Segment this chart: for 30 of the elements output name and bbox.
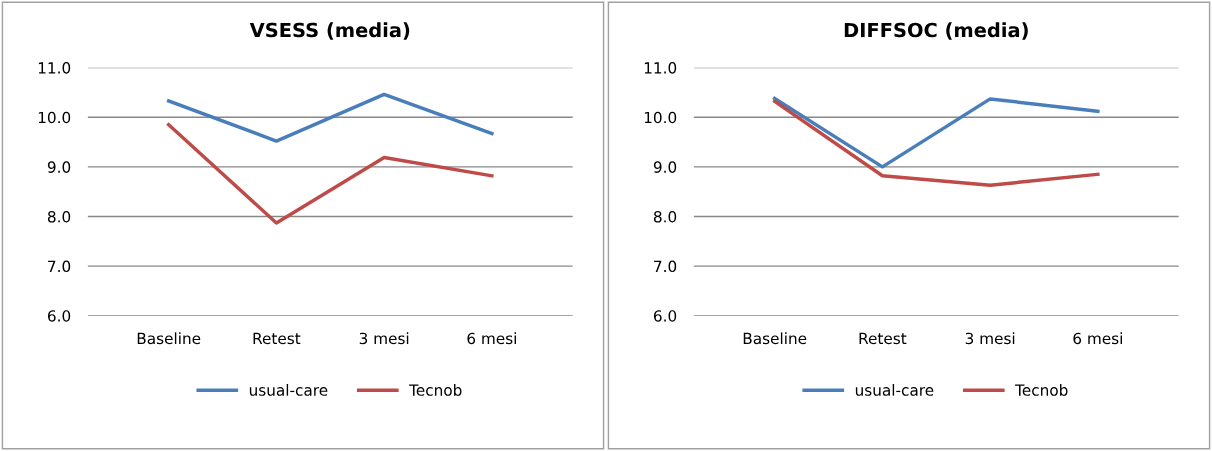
x-tick-label: 3 mesi xyxy=(965,332,1015,345)
y-tick-label: 10.0 xyxy=(38,111,71,124)
y-tick-label: 8.0 xyxy=(653,210,677,223)
y-tick-label: 7.0 xyxy=(48,260,71,273)
line-series xyxy=(772,99,1100,187)
line-series xyxy=(166,92,494,143)
legend-label: Tecnob xyxy=(409,384,462,396)
legend-label: usual-care xyxy=(249,384,328,396)
y-tick-label: 10.0 xyxy=(644,111,677,124)
x-tick-label: 3 mesi xyxy=(359,332,409,345)
y-tick-label: 11.0 xyxy=(38,62,71,74)
y-tick-label: 6.0 xyxy=(47,310,71,322)
y-tick-label: 9.0 xyxy=(47,161,71,173)
line-series xyxy=(772,96,1100,169)
chart-title: DIFFSOC (media) xyxy=(844,22,1028,40)
y-tick-label: 7.0 xyxy=(654,260,677,273)
y-tick-label: 8.0 xyxy=(47,210,71,223)
x-tick-label: Baseline xyxy=(743,332,807,345)
legend-label: usual-care xyxy=(855,384,934,396)
y-tick-label: 11.0 xyxy=(644,62,677,74)
line-series xyxy=(166,122,494,225)
x-tick-label: Retest xyxy=(859,332,907,345)
legend-label: Tecnob xyxy=(1015,384,1068,396)
x-tick-label: 6 mesi xyxy=(1073,332,1122,345)
x-tick-label: Baseline xyxy=(137,332,201,345)
chart-title: VSESS (media) xyxy=(249,22,410,40)
x-tick-label: 6 mesi xyxy=(467,332,516,345)
x-tick-label: Retest xyxy=(253,332,301,345)
y-tick-label: 9.0 xyxy=(653,161,677,173)
y-tick-label: 6.0 xyxy=(653,310,677,322)
